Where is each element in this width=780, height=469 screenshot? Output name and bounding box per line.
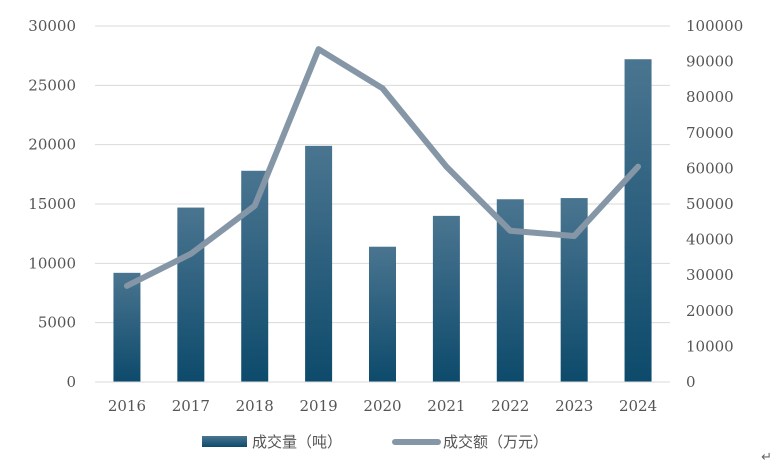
y-left-tick-label: 0 [66, 373, 76, 391]
y-right-tick-label: 50000 [686, 195, 734, 213]
legend-swatch-volume [202, 436, 247, 447]
axes: 0 5000 10000 15000 20000 25000 30000 0 10000 2000… [28, 17, 743, 415]
volume-bars [113, 59, 652, 383]
x-tick-label: 2020 [363, 397, 401, 415]
y-right-tick-label: 100000 [686, 17, 743, 35]
y-left-tick-label: 20000 [28, 136, 76, 154]
x-tick-label: 2024 [619, 397, 657, 415]
x-tick-label: 2017 [172, 397, 210, 415]
y-left-tick-label: 30000 [28, 17, 76, 35]
volume-bar [113, 272, 141, 382]
y-right-tick-label: 60000 [686, 159, 734, 177]
y-right-tick-label: 80000 [686, 88, 734, 106]
y-right-tick-label: 90000 [686, 53, 734, 71]
x-tick-label: 2022 [491, 397, 529, 415]
x-tick-label: 2018 [236, 397, 274, 415]
return-mark: ↵ [761, 450, 772, 465]
y-right-tick-label: 0 [686, 373, 696, 391]
x-tick-label: 2023 [555, 397, 593, 415]
y-right-tick-label: 30000 [686, 266, 734, 284]
y-right-tick-label: 40000 [686, 231, 734, 249]
x-tick-label: 2019 [300, 397, 338, 415]
volume-bar [305, 145, 333, 382]
amount-line [123, 46, 642, 289]
legend-label-amount: 成交额（万元） [443, 433, 548, 451]
x-tick-label: 2016 [108, 397, 146, 415]
legend-label-volume: 成交量（吨） [252, 433, 342, 451]
y-left-tick-label: 15000 [28, 195, 76, 213]
volume-bar [624, 59, 652, 383]
volume-bar [177, 207, 205, 382]
y-right-tick-label: 70000 [686, 124, 734, 142]
volume-bar [432, 215, 460, 382]
y-left-tick-label: 25000 [28, 76, 76, 94]
y-right-tick-label: 10000 [686, 337, 734, 355]
y-left-tick-label: 10000 [28, 254, 76, 272]
x-tick-label: 2021 [427, 397, 465, 415]
y-right-tick-label: 20000 [686, 302, 734, 320]
legend: 成交量（吨） 成交额（万元） [202, 433, 548, 451]
y-left-tick-label: 5000 [38, 314, 76, 332]
volume-bar [369, 246, 396, 382]
